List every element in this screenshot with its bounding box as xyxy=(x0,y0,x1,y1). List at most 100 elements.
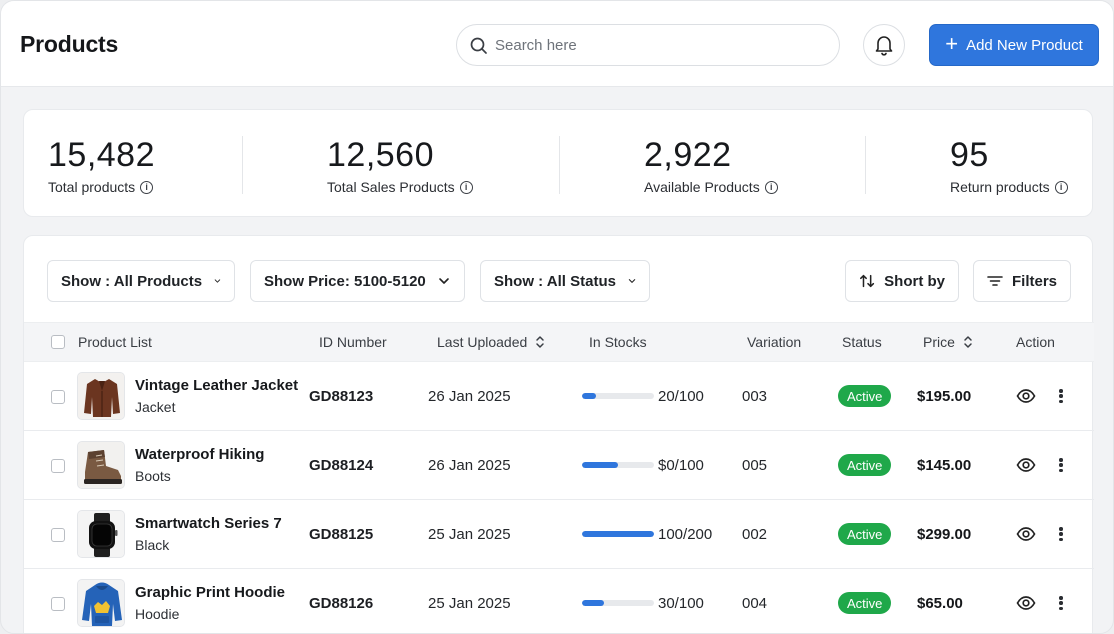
stock-progress-fill xyxy=(582,600,604,606)
stat-label: Total Sales Products xyxy=(327,179,455,195)
top-bar: Products + Add New Product xyxy=(1,1,1113,87)
col-in-stocks: In Stocks xyxy=(589,334,647,350)
stat-label-row: Total products i xyxy=(48,179,154,195)
stat-label: Total products xyxy=(48,179,136,195)
stat-label-row: Total Sales Products i xyxy=(327,179,473,195)
more-vertical-icon[interactable] xyxy=(1058,386,1064,406)
last-uploaded: 26 Jan 2025 xyxy=(428,388,511,405)
stock-progress-fill xyxy=(582,531,654,537)
product-variant: Jacket xyxy=(135,399,176,415)
divider xyxy=(559,136,560,194)
sort-icon xyxy=(964,336,972,348)
plus-icon: + xyxy=(945,31,959,56)
stat-label-row: Available Products i xyxy=(644,179,778,195)
product-name: Smartwatch Series 7 xyxy=(135,515,282,532)
product-variant: Hoodie xyxy=(135,606,180,622)
chevron-down-icon xyxy=(214,279,221,283)
stock-progress-bar xyxy=(582,600,654,606)
chevron-down-icon xyxy=(438,278,449,284)
row-checkbox[interactable] xyxy=(51,597,65,611)
product-image-jacket xyxy=(77,372,125,420)
filter-products-dropdown[interactable]: Show : All Products xyxy=(47,260,235,302)
stock-progress-bar xyxy=(582,393,654,399)
product-image-smartwatch xyxy=(77,510,125,558)
add-new-product-label: Add New Product xyxy=(966,36,1083,54)
sort-icon xyxy=(536,336,545,348)
divider xyxy=(865,136,866,194)
search-input[interactable] xyxy=(495,33,825,57)
more-vertical-icon[interactable] xyxy=(1058,455,1064,475)
stats-panel: 15,482 Total products i 12,560 Total Sal… xyxy=(23,109,1093,217)
filter-label: Show : All Products xyxy=(61,272,203,290)
filter-label: Show Price: 5100-5120 xyxy=(264,272,426,290)
status-badge: Active xyxy=(838,592,892,614)
sort-button[interactable]: Short by xyxy=(845,260,959,302)
stat-value: 2,922 xyxy=(644,136,732,174)
stock-count: 30/100 xyxy=(658,595,704,612)
stock-count: $0/100 xyxy=(658,457,704,474)
last-uploaded: 26 Jan 2025 xyxy=(428,457,511,474)
col-action: Action xyxy=(1016,334,1055,350)
eye-icon[interactable] xyxy=(1016,595,1036,611)
more-vertical-icon[interactable] xyxy=(1058,593,1064,613)
info-icon[interactable]: i xyxy=(764,180,778,194)
product-name: Graphic Print Hoodie xyxy=(135,584,286,601)
chevron-down-icon xyxy=(628,279,636,283)
filter-status-dropdown[interactable]: Show : All Status xyxy=(480,260,650,302)
stock-progress-fill xyxy=(582,462,618,468)
table-row[interactable]: Vintage Leather Jacket Jacket GD88123 26… xyxy=(24,362,1094,431)
stock-count: 100/200 xyxy=(658,526,713,543)
filters-button[interactable]: Filters xyxy=(973,260,1071,302)
col-last-uploaded[interactable]: Last Uploaded xyxy=(437,334,545,350)
product-id: GD88123 xyxy=(309,388,374,405)
last-uploaded: 25 Jan 2025 xyxy=(428,526,511,543)
variation: 004 xyxy=(742,595,768,612)
col-variation: Variation xyxy=(747,334,802,350)
product-image-hoodie xyxy=(77,579,125,627)
info-icon[interactable]: i xyxy=(459,180,473,194)
product-name: Waterproof Hiking xyxy=(135,446,265,463)
info-icon[interactable]: i xyxy=(140,180,154,194)
filter-label: Show : All Status xyxy=(494,272,616,290)
stat-label: Return products xyxy=(950,179,1050,195)
sort-arrows-icon xyxy=(860,274,875,288)
notifications-button[interactable] xyxy=(863,24,905,66)
stock-progress-bar xyxy=(582,462,654,468)
sort-label: Short by xyxy=(884,272,945,290)
product-id: GD88125 xyxy=(309,526,374,543)
info-icon[interactable]: i xyxy=(1054,180,1068,194)
eye-icon[interactable] xyxy=(1016,526,1036,542)
price: $299.00 xyxy=(917,526,972,543)
table-row[interactable]: Graphic Print Hoodie Hoodie GD88126 25 J… xyxy=(24,569,1094,633)
row-checkbox[interactable] xyxy=(51,459,65,473)
row-checkbox[interactable] xyxy=(51,528,65,542)
table-row[interactable]: Waterproof Hiking Boots GD88124 26 Jan 2… xyxy=(24,431,1094,500)
product-id: GD88126 xyxy=(309,595,374,612)
col-price[interactable]: Price xyxy=(923,334,973,350)
status-badge: Active xyxy=(838,523,892,545)
col-last-uploaded-label: Last Uploaded xyxy=(437,334,528,350)
status-badge: Active xyxy=(838,454,892,476)
search-box[interactable] xyxy=(456,24,840,66)
eye-icon[interactable] xyxy=(1016,388,1036,404)
col-price-label: Price xyxy=(923,334,955,350)
filter-lines-icon xyxy=(987,276,1003,286)
bell-icon xyxy=(875,36,893,56)
stock-count: 20/100 xyxy=(658,388,704,405)
variation: 005 xyxy=(742,457,768,474)
eye-icon[interactable] xyxy=(1016,457,1036,473)
price: $145.00 xyxy=(917,457,972,474)
variation: 003 xyxy=(742,388,768,405)
more-vertical-icon[interactable] xyxy=(1058,524,1064,544)
product-name: Vintage Leather Jacket xyxy=(135,377,299,394)
status-badge: Active xyxy=(838,385,892,407)
table-row[interactable]: Smartwatch Series 7 Black GD88125 25 Jan… xyxy=(24,500,1094,569)
product-image-boots xyxy=(77,441,125,489)
add-new-product-button[interactable]: + Add New Product xyxy=(929,24,1099,66)
row-checkbox[interactable] xyxy=(51,390,65,404)
select-all-checkbox[interactable] xyxy=(51,335,65,349)
col-status: Status xyxy=(842,334,882,350)
search-icon xyxy=(470,37,487,54)
filter-price-dropdown[interactable]: Show Price: 5100-5120 xyxy=(250,260,465,302)
